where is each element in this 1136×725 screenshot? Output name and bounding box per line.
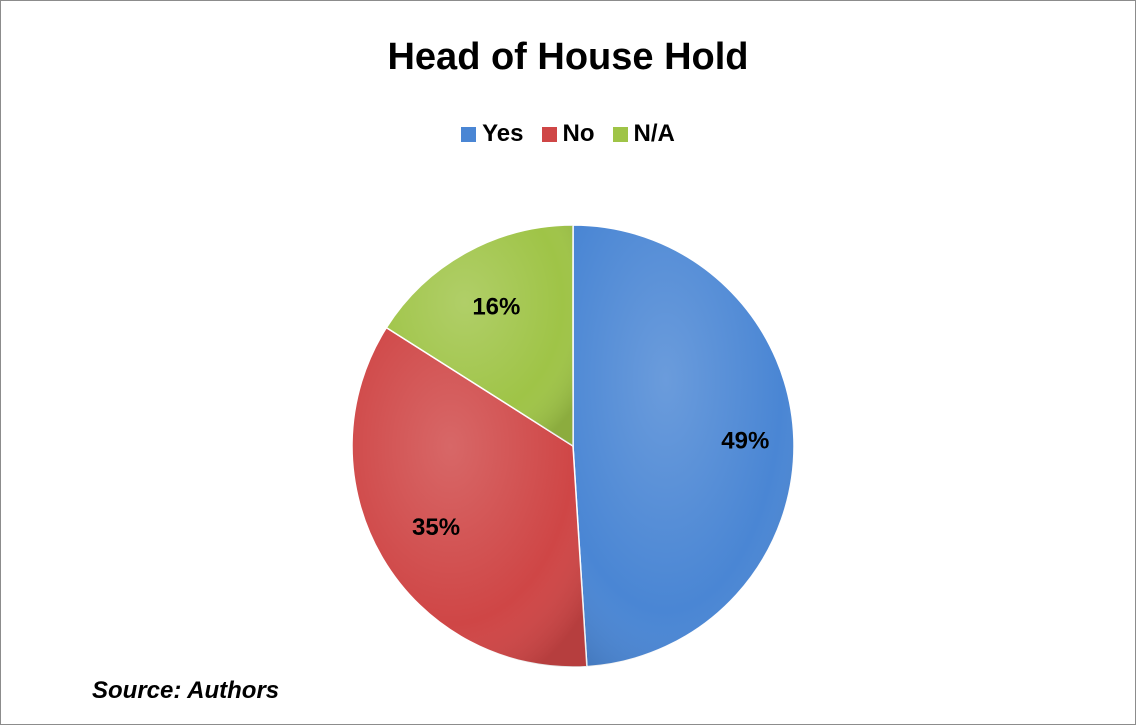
pie-label-no: 35%	[412, 514, 460, 541]
legend-item-na: N/A	[612, 120, 675, 148]
source-note: Source: Authors	[92, 677, 280, 704]
pie-label-na: 16%	[472, 294, 520, 321]
pie-label-yes: 49%	[721, 428, 769, 455]
pie-slice-shading-yes	[573, 225, 795, 667]
legend-label-no: No	[562, 120, 595, 147]
chart-legend: Yes No N/A	[0, 120, 1136, 148]
pie-slice-shading-no	[352, 327, 587, 667]
legend-swatch-na	[612, 126, 628, 142]
chart-title: Head of House Hold	[387, 36, 749, 78]
legend-label-na: N/A	[633, 120, 675, 147]
pie-slice-shading-na	[386, 225, 573, 446]
legend-swatch-yes	[461, 126, 477, 142]
legend-item-yes: Yes	[461, 120, 524, 148]
legend-swatch-no	[541, 126, 557, 142]
legend-label-yes: Yes	[482, 120, 524, 147]
legend-item-no: No	[541, 120, 595, 148]
